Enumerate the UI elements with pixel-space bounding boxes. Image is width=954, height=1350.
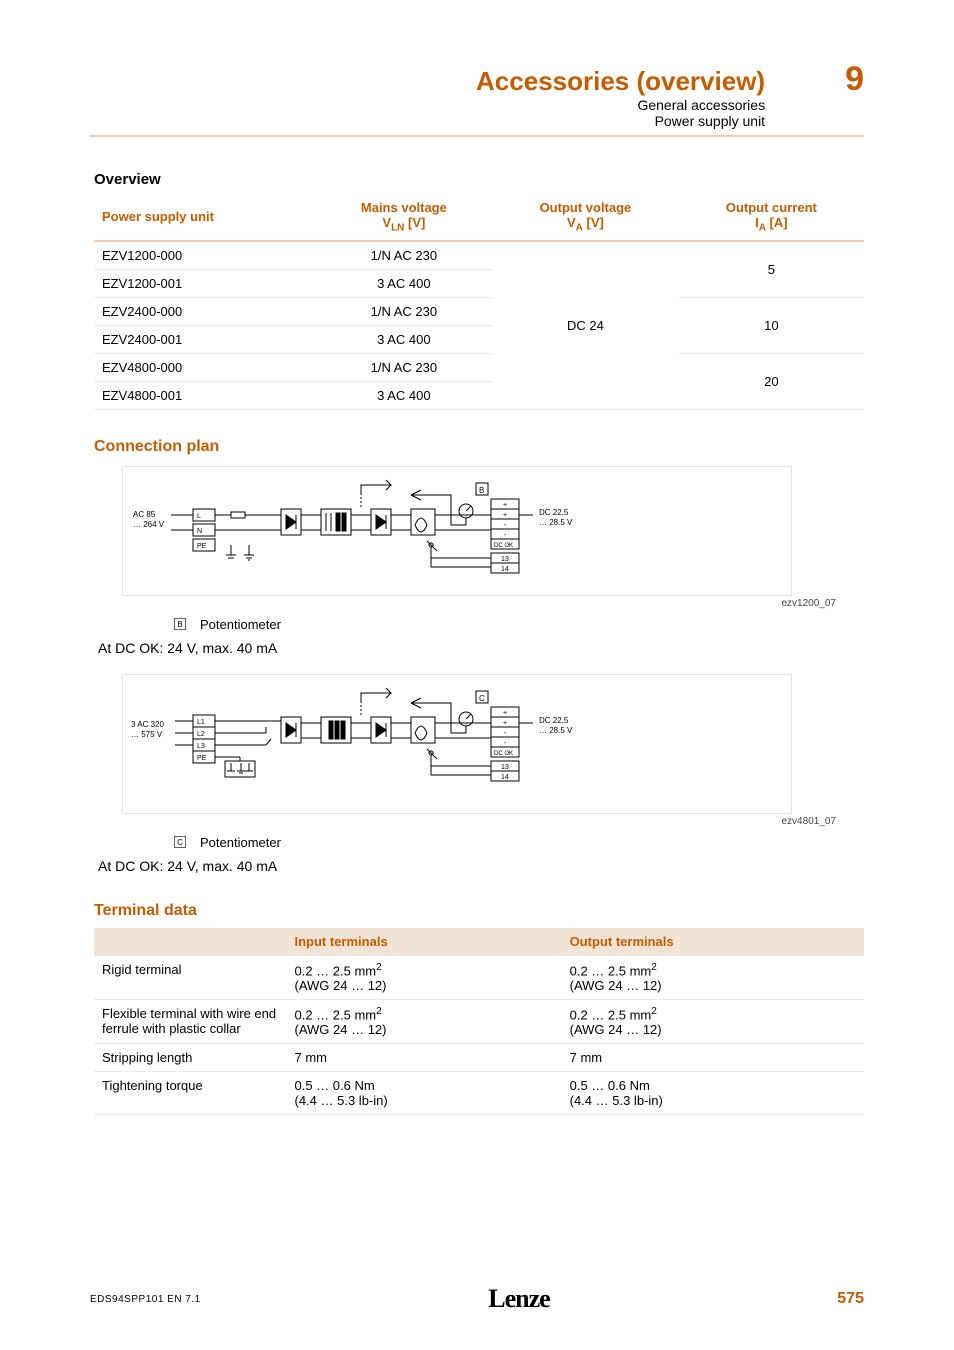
col-outi: Output current IA [A] [679,194,864,241]
table-row: Rigid terminal 0.2 … 2.5 mm2(AWG 24 … 12… [94,955,864,999]
legend-marker-icon: C [174,836,186,848]
col-input-terminals: Input terminals [287,928,562,956]
svg-text:+: + [503,720,507,727]
table-row: Tightening torque 0.5 … 0.6 Nm(4.4 … 5.3… [94,1072,864,1115]
output-current-cell: 10 [679,297,864,353]
svg-text:PE: PE [197,543,207,550]
col-psu: Power supply unit [94,194,316,241]
svg-text:DC 22.5: DC 22.5 [539,508,569,517]
legend-2: C Potentiometer [174,835,864,850]
legend-text: Potentiometer [200,617,281,632]
page-number: 575 [837,1290,864,1308]
svg-text:DC OK: DC OK [494,751,513,757]
connection-heading: Connection plan [94,438,864,456]
svg-text:+: + [503,710,507,717]
output-voltage-cell: DC 24 [492,241,679,410]
schem1-caption: ezv1200_07 [94,598,836,609]
svg-text:DC OK: DC OK [494,543,513,549]
chapter-number: 9 [845,60,864,99]
table-row: Flexible terminal with wire end ferrule … [94,999,864,1043]
header-sub1: General accessories [476,97,765,113]
legend-1: B Potentiometer [174,617,864,632]
svg-text:3 AC 320: 3 AC 320 [131,720,164,729]
svg-text:L: L [197,513,201,520]
svg-text:N: N [197,528,202,535]
schem1-note: At DC OK: 24 V, max. 40 mA [98,640,864,656]
svg-text:L1: L1 [197,719,205,726]
legend-marker-icon: B [174,618,186,630]
output-current-cell: 5 [679,241,864,298]
legend-text: Potentiometer [200,835,281,850]
page-header: Accessories (overview) General accessori… [90,60,864,143]
schematic-2: 3 AC 320 … 575 V L1 L2 L3 PE [122,674,792,814]
svg-text:14: 14 [501,774,509,781]
doc-id: EDS94SPP101 EN 7.1 [90,1294,201,1305]
table-row: EZV2400-0001/N AC 230 10 [94,297,864,325]
header-sub2: Power supply unit [476,113,765,129]
svg-text:C: C [479,694,485,703]
connection-section: Connection plan AC 85 … 264 V L N PE [90,438,864,874]
svg-text:B: B [479,486,484,495]
svg-text:13: 13 [501,764,509,771]
terminal-section: Terminal data Input terminals Output ter… [90,902,864,1116]
output-current-cell: 20 [679,353,864,409]
svg-text:-: - [504,532,507,539]
svg-text:-: - [504,730,507,737]
col-output-terminals: Output terminals [562,928,864,956]
overview-section: Overview Power supply unit Mains voltage… [90,171,864,410]
svg-text:… 28.5 V: … 28.5 V [539,518,573,527]
overview-heading: Overview [94,171,864,188]
header-rule [90,135,864,137]
terminal-table: Input terminals Output terminals Rigid t… [94,928,864,1116]
svg-text:13: 13 [501,556,509,563]
page-footer: EDS94SPP101 EN 7.1 Lenze 575 [90,1284,864,1314]
schem2-caption: ezv4801_07 [94,816,836,827]
col-outv: Output voltage VA [V] [492,194,679,241]
term-blank [94,928,287,956]
svg-text:-: - [504,740,507,747]
svg-text:… 264 V: … 264 V [133,520,165,529]
svg-text:L2: L2 [197,731,205,738]
svg-text:… 575 V: … 575 V [131,730,163,739]
brand-logo: Lenze [488,1284,549,1314]
svg-text:+: + [503,502,507,509]
svg-text:14: 14 [501,566,509,573]
svg-text:… 28.5 V: … 28.5 V [539,726,573,735]
header-title: Accessories (overview) [476,66,765,97]
col-mains: Mains voltage VLN [V] [316,194,493,241]
svg-text:DC 22.5: DC 22.5 [539,716,569,725]
table-row: Stripping length 7 mm 7 mm [94,1044,864,1072]
schem2-note: At DC OK: 24 V, max. 40 mA [98,858,864,874]
svg-text:AC 85: AC 85 [133,510,156,519]
table-row: EZV4800-0001/N AC 230 20 [94,353,864,381]
svg-text:L3: L3 [197,743,205,750]
svg-text:+: + [503,512,507,519]
svg-text:-: - [504,522,507,529]
table-row: EZV1200-0001/N AC 230 DC 24 5 [94,241,864,270]
schematic-1: AC 85 … 264 V L N PE [122,466,792,596]
overview-table: Power supply unit Mains voltage VLN [V] … [94,194,864,410]
svg-text:PE: PE [197,755,207,762]
terminal-heading: Terminal data [94,902,864,920]
